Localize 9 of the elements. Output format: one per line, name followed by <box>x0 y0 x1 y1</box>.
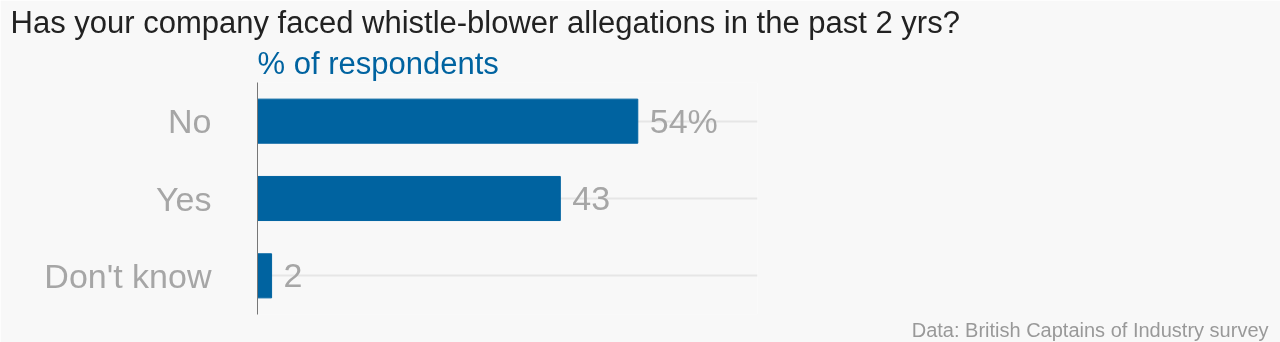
text: Data: British Captains of Industry survey <box>911 318 1269 341</box>
chart-subtitle: % of respondents <box>257 45 499 81</box>
data-label: 2 <box>283 256 303 295</box>
y-tick-label: No <box>168 102 212 141</box>
y-tick-label: Don't know <box>44 256 212 295</box>
chart-title: Has your company faced whistle-blower allegations in the past 2 yrs? <box>10 4 960 40</box>
y-tick-label: Yes <box>156 179 212 218</box>
data-label: 54% <box>649 102 718 141</box>
data-label: 43 <box>572 179 611 217</box>
